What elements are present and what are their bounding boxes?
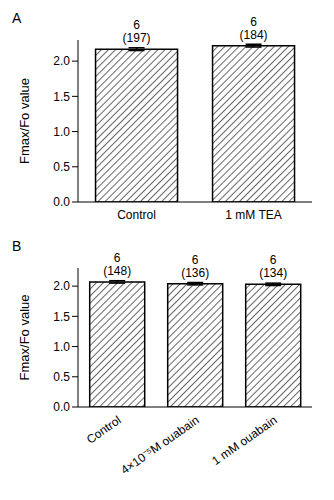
svg-text:(197): (197)	[123, 31, 151, 45]
svg-text:2.0: 2.0	[53, 279, 70, 293]
svg-text:(148): (148)	[103, 264, 131, 278]
svg-text:0.5: 0.5	[53, 160, 70, 174]
svg-text:6: 6	[270, 253, 277, 267]
svg-text:0.5: 0.5	[53, 370, 70, 384]
svg-text:2.0: 2.0	[53, 54, 70, 68]
svg-text:Control: Control	[84, 413, 124, 447]
html-text:B: B	[12, 238, 22, 254]
svg-text:1 mM ouabain: 1 mM ouabain	[209, 413, 279, 468]
svg-text:(184): (184)	[240, 28, 268, 42]
svg-text:1.5: 1.5	[53, 90, 70, 104]
svg-text:(134): (134)	[259, 266, 287, 280]
svg-text:0.0: 0.0	[53, 195, 70, 209]
svg-text:1.0: 1.0	[53, 340, 70, 354]
svg-text:6: 6	[192, 253, 199, 267]
svg-text:Fmax/Fo value: Fmax/Fo value	[17, 78, 32, 164]
svg-text:6: 6	[114, 251, 121, 265]
svg-text:1.0: 1.0	[53, 125, 70, 139]
svg-text:6: 6	[133, 18, 140, 32]
html-text:A: A	[12, 10, 22, 26]
svg-text:1.5: 1.5	[53, 310, 70, 324]
svg-text:(136): (136)	[181, 266, 209, 280]
svg-text:1 mM TEA: 1 mM TEA	[225, 208, 281, 222]
svg-text:0.0: 0.0	[53, 400, 70, 414]
svg-text:6: 6	[250, 15, 257, 29]
svg-text:Fmax/Fo value: Fmax/Fo value	[17, 295, 32, 381]
svg-text:Control: Control	[117, 208, 156, 222]
svg-text:4×10⁻⁵M ouabain: 4×10⁻⁵M ouabain	[118, 413, 201, 477]
